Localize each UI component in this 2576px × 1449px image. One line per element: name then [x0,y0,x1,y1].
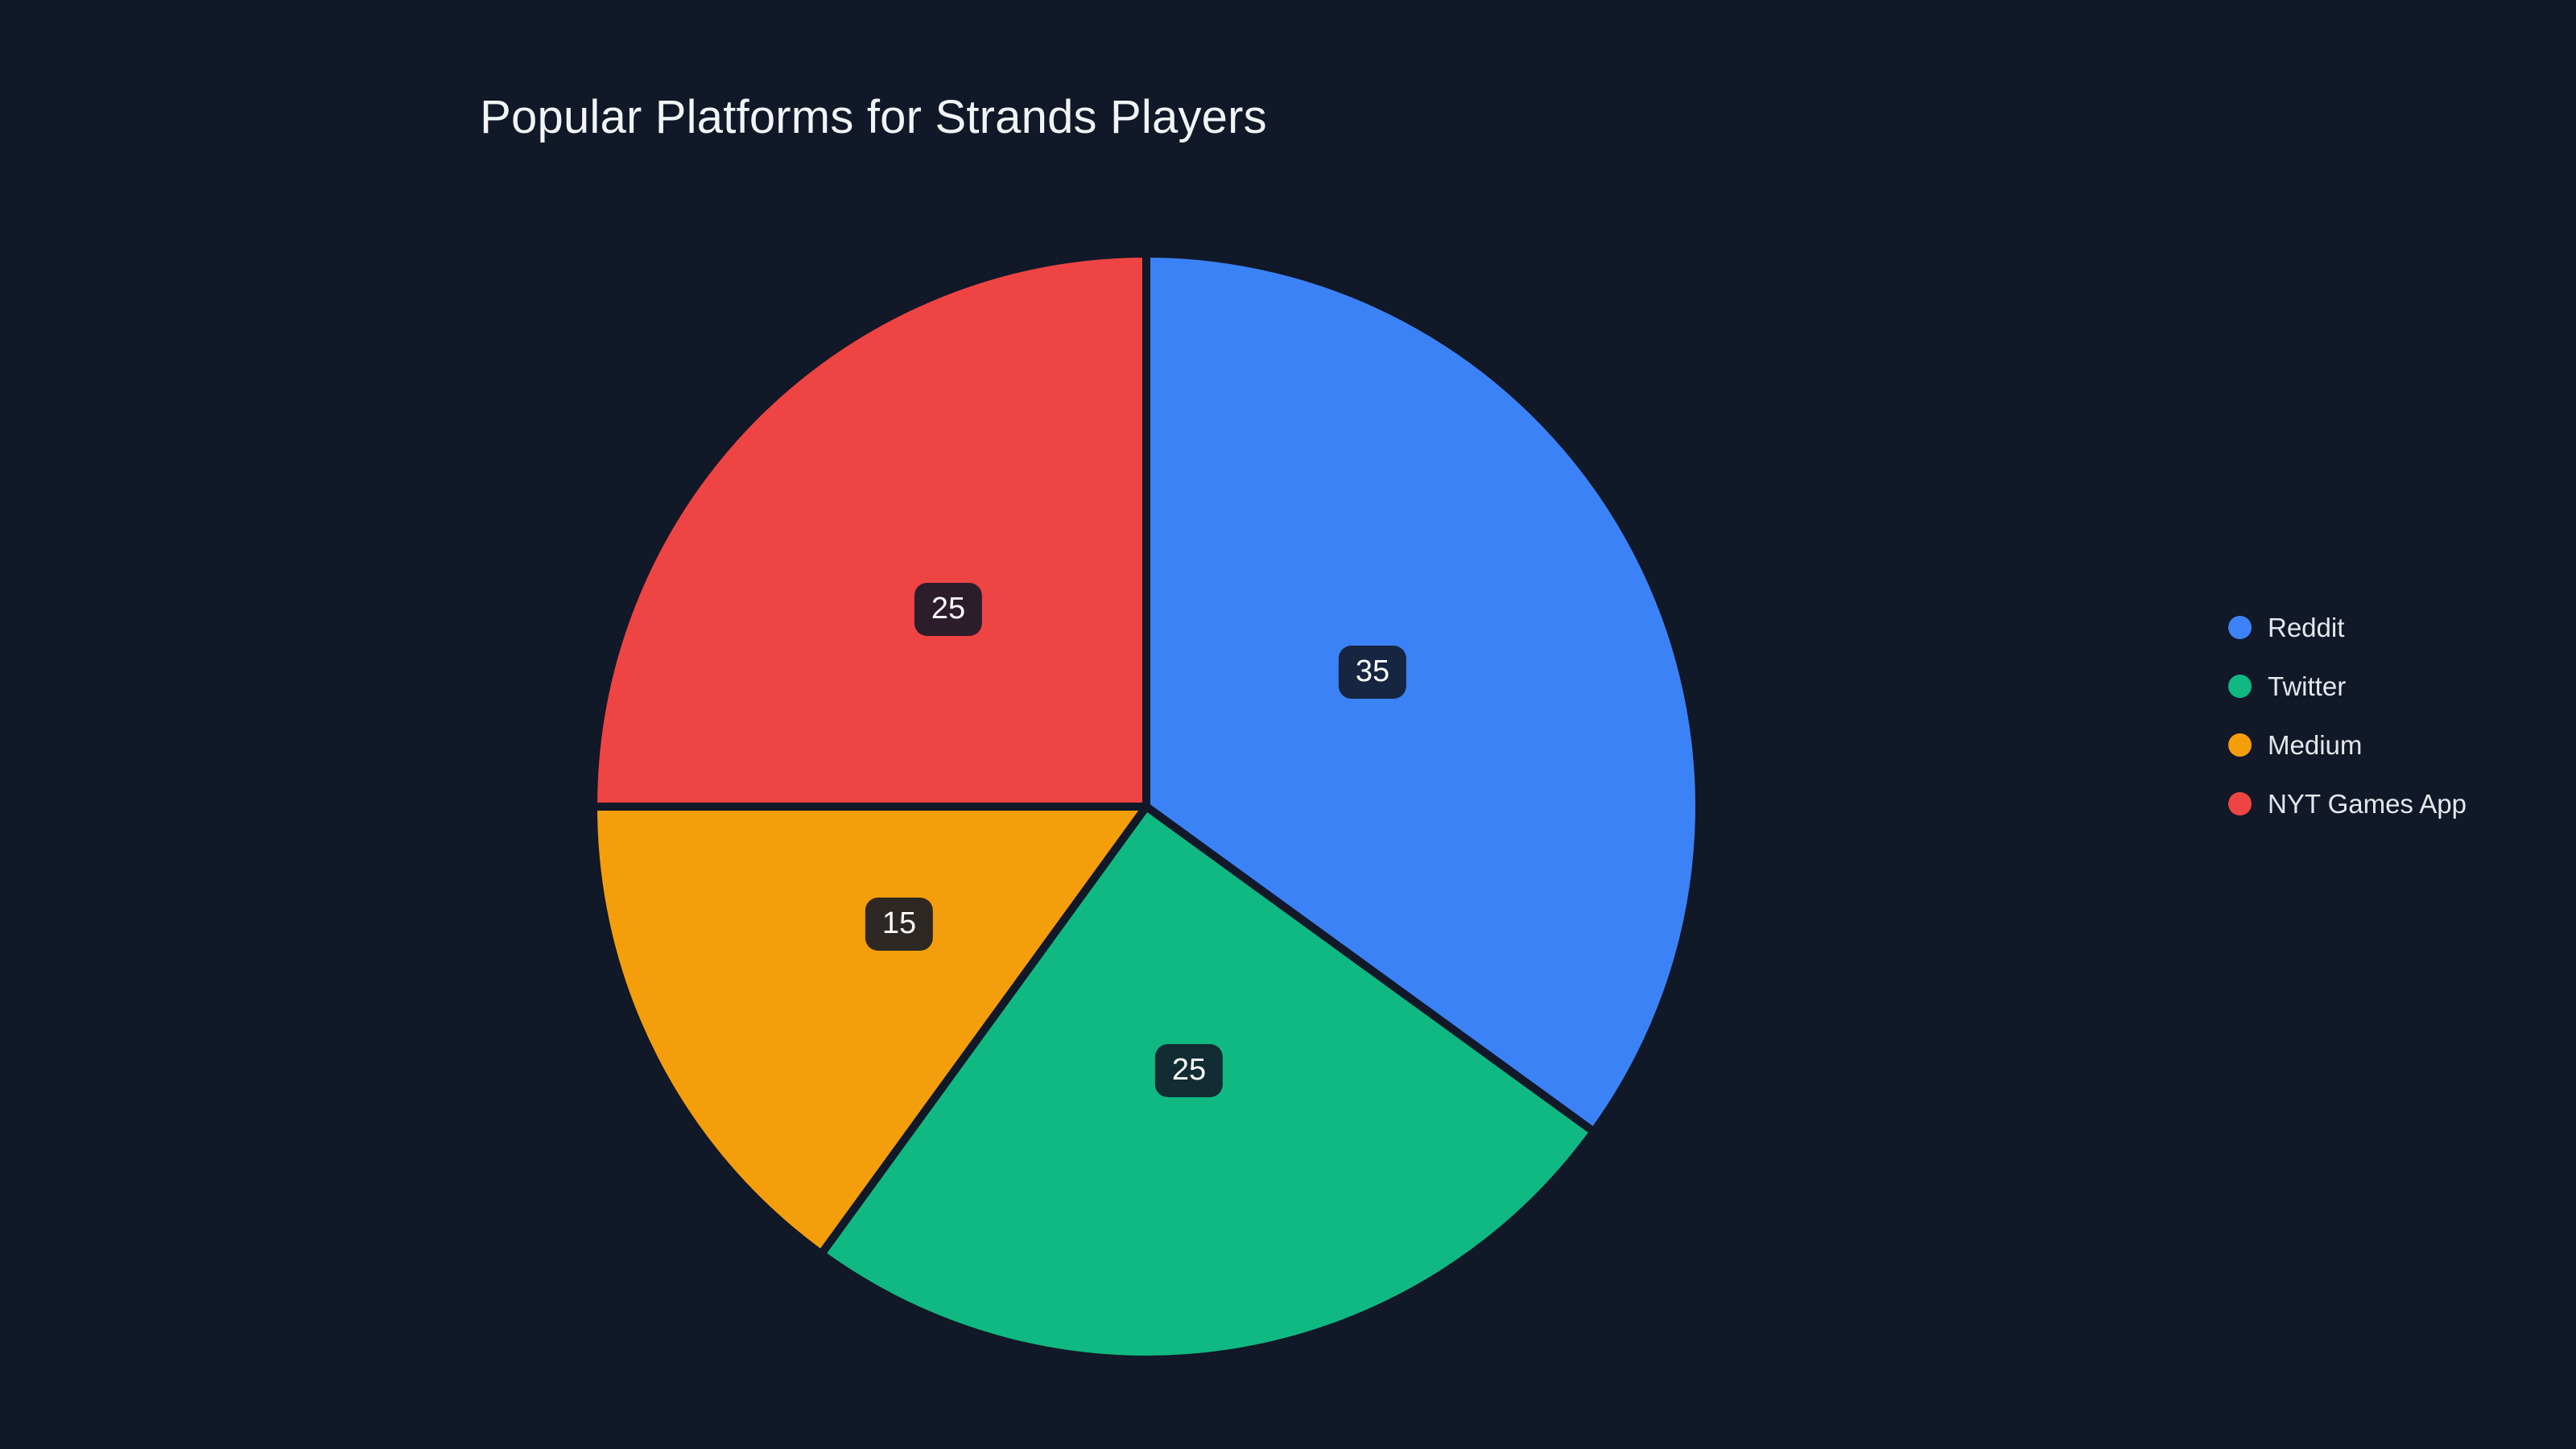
pie-slice-value-label: 15 [865,898,934,951]
legend-item-label: Medium [2268,729,2363,760]
legend-swatch-icon [2228,733,2252,757]
pie-slice-value-label: 35 [1338,646,1407,699]
pie-slice[interactable] [1142,250,1703,1136]
legend-item[interactable]: Medium [2228,729,2467,760]
legend-item-label: NYT Games App [2268,788,2467,819]
legend-item-label: Reddit [2268,612,2345,642]
legend-item-label: Twitter [2268,671,2347,701]
page-title: Popular Platforms for Strands Players [480,91,1267,143]
pie-slice[interactable] [589,250,1150,811]
legend-item[interactable]: NYT Games App [2228,788,2467,819]
pie-slice-group [589,250,1703,1364]
legend-swatch-icon [2228,791,2252,815]
legend-item[interactable]: Twitter [2228,671,2467,701]
chart-legend: Reddit Twitter Medium NYT Games App [2228,612,2467,819]
legend-swatch-icon [2228,615,2252,639]
pie-slice-value-label: 25 [914,583,983,636]
pie-slice-value-label: 25 [1154,1044,1224,1097]
legend-item[interactable]: Reddit [2228,612,2467,642]
pie-slice[interactable] [589,803,1150,1258]
legend-swatch-icon [2228,674,2252,698]
